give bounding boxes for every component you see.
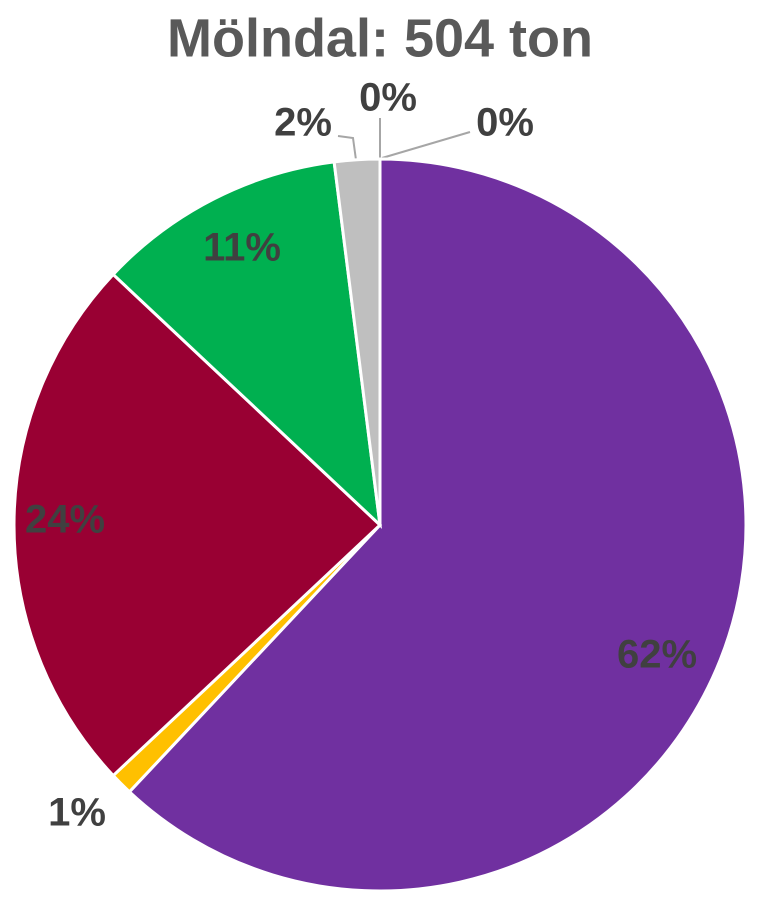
data-label: 24% [25,498,105,542]
chart-title: Mölndal: 504 ton [167,8,593,68]
pie-slice [111,160,383,529]
data-label: 0% [359,76,417,120]
leader-line [337,135,357,161]
pie-slice [127,157,748,893]
data-label: 2% [274,101,332,145]
pie-slice [12,272,383,778]
data-label: 11% [203,226,281,270]
leader-line [381,131,471,159]
data-label: 0% [476,101,534,145]
data-label: 1% [48,791,106,835]
data-label: 62% [617,633,697,677]
